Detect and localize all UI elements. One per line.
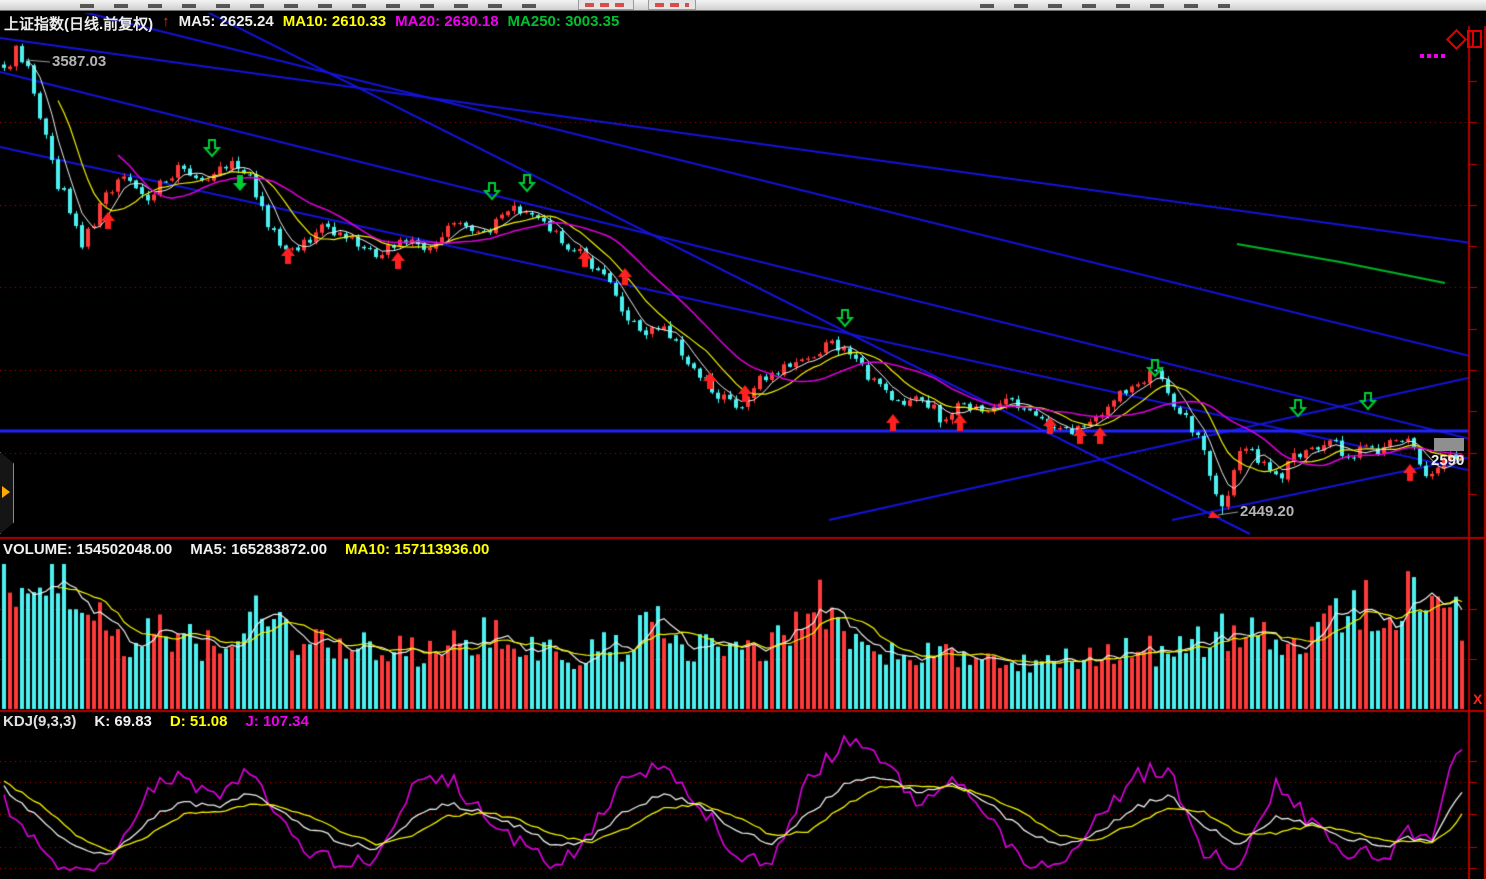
kdj-label: K: 69.83 xyxy=(94,713,152,730)
kdj-label: D: 51.08 xyxy=(169,713,228,730)
volume-label: MA10: 157113936.00 xyxy=(345,541,490,558)
expand-arrow-icon xyxy=(2,486,10,498)
quote-tab-fragment[interactable] xyxy=(648,0,696,10)
dotted-line-tool-icon[interactable] xyxy=(1420,45,1448,63)
kdj-header: KDJ(9,3,3) K: 69.83 D: 51.08 J: 107.34 xyxy=(3,713,318,730)
menu-text-fragments xyxy=(980,4,1230,8)
high-price-label: 3587.03 xyxy=(52,53,107,70)
volume-header: VOLUME: 154502048.00 MA5: 165283872.00 MA1… xyxy=(3,541,498,558)
volume-label: VOLUME: 154502048.00 xyxy=(3,541,173,558)
last-price-label: 2590 xyxy=(1431,452,1465,469)
close-indicator-button[interactable]: X xyxy=(1473,691,1483,707)
low-price-label: 2449.20 xyxy=(1240,503,1295,520)
ma-label: MA5: 2625.24 xyxy=(178,13,274,30)
last-price-tag-box xyxy=(1434,438,1464,451)
ma-label: MA10: 2610.33 xyxy=(282,13,387,30)
kdj-label: J: 107.34 xyxy=(245,713,309,730)
sidebar-expand-tab[interactable] xyxy=(0,452,14,534)
kdj-label: KDJ(9,3,3) xyxy=(3,713,77,730)
ma-label: MA20: 2630.18 xyxy=(395,13,499,30)
chart-title: 上证指数(日线.前复权) xyxy=(4,16,154,33)
quote-tab-fragment[interactable] xyxy=(578,0,634,10)
menu-text-fragments xyxy=(80,4,550,8)
volume-label: MA5: 165283872.00 xyxy=(190,541,328,558)
trend-up-arrow-icon: ↑ xyxy=(162,13,170,30)
ma-value-labels: MA5: 2625.24 MA10: 2610.33 MA20: 2630.18 MA… xyxy=(179,13,629,34)
split-window-icon[interactable] xyxy=(1467,30,1482,48)
ma-label: MA250: 3003.35 xyxy=(507,13,620,30)
main-chart-header: 上证指数(日线.前复权) ↑ MA5: 2625.24 MA10: 2610.33… xyxy=(4,13,628,34)
top-menu-bar[interactable] xyxy=(0,0,1486,11)
